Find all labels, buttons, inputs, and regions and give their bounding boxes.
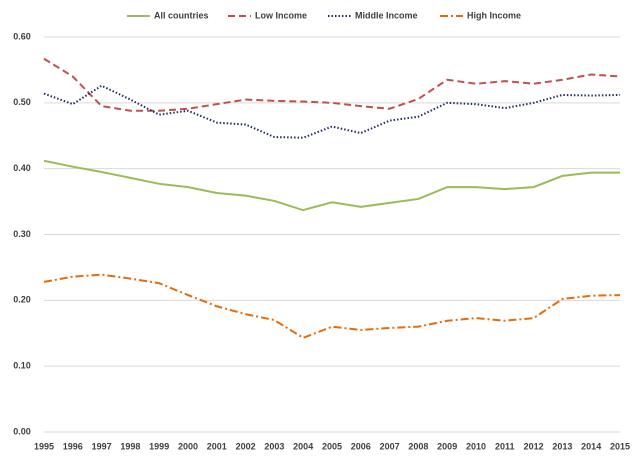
y-tick-label: 0.30 [13,229,31,239]
x-tick-label: 1999 [149,441,169,451]
x-tick-label: 2004 [293,441,313,451]
series-line [43,159,620,212]
x-tick-label: 2012 [524,441,544,451]
x-tick-label: 1998 [120,441,140,451]
y-tick-label: 0.10 [13,361,31,371]
legend-label: Low Income [255,10,307,20]
legend-label: All countries [154,10,209,20]
x-tick-label: 2001 [207,441,227,451]
y-tick-label: 0.20 [13,295,31,305]
x-tick-label: 2010 [466,441,486,451]
y-tick-label: 0.00 [13,426,31,436]
x-tick-label: 2006 [351,441,371,451]
y-tick-label: 0.40 [13,163,31,173]
series-line [43,273,621,339]
x-tick-label: 1996 [63,441,83,451]
x-tick-label: 2007 [380,441,400,451]
x-tick-label: 2008 [408,441,428,451]
series-line [43,84,621,139]
legend-label: Middle Income [355,10,418,20]
y-tick-label: 0.50 [13,97,31,107]
x-tick-label: 2002 [236,441,256,451]
x-tick-label: 2013 [552,441,572,451]
x-tick-label: 2015 [610,441,630,451]
x-tick-label: 1997 [92,441,112,451]
legend-label: High Income [467,10,521,20]
series-line [43,57,621,112]
x-tick-label: 1995 [34,441,54,451]
x-tick-label: 2009 [437,441,457,451]
x-tick-label: 2005 [322,441,342,451]
y-tick-label: 0.60 [13,31,31,41]
x-tick-label: 2000 [178,441,198,451]
x-tick-label: 2011 [495,441,515,451]
x-tick-label: 2003 [264,441,284,451]
x-tick-label: 2014 [581,441,601,451]
